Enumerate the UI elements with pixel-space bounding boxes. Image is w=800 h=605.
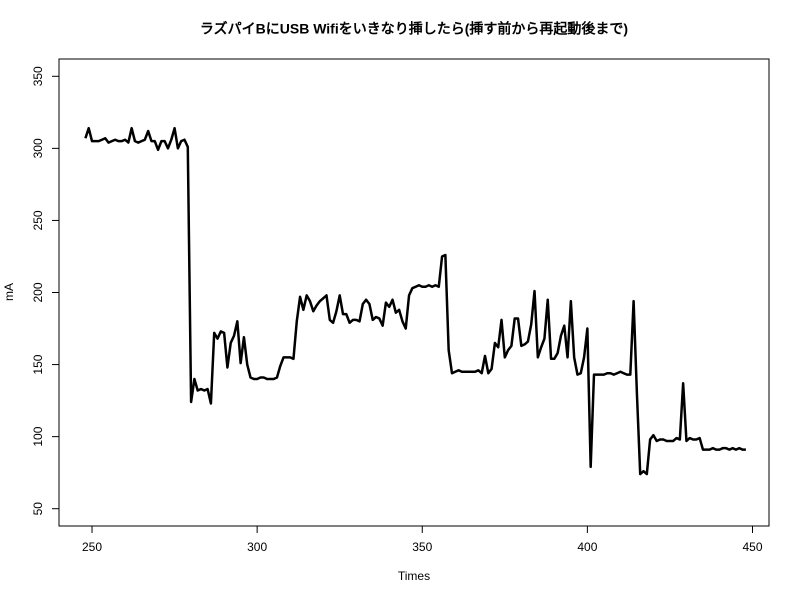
y-tick-label: 250 — [31, 210, 45, 230]
y-tick-label: 100 — [31, 426, 45, 446]
chart-title: ラズパイBにUSB Wifiをいきなり挿したら(挿す前から再起動後まで) — [200, 21, 628, 37]
plot-frame — [58, 58, 770, 527]
x-tick-label: 400 — [577, 540, 597, 554]
x-tick-label: 300 — [247, 540, 267, 554]
y-tick-label: 350 — [31, 66, 45, 86]
data-line — [84, 126, 746, 476]
y-tick-label: 300 — [31, 138, 45, 158]
x-tick-label: 450 — [742, 540, 762, 554]
y-tick-label: 150 — [31, 354, 45, 374]
x-axis-label: Times — [398, 569, 430, 583]
y-tick-label: 50 — [31, 502, 45, 516]
x-tick-label: 350 — [412, 540, 432, 554]
y-tick-label: 200 — [31, 282, 45, 302]
x-tick-label: 250 — [82, 540, 102, 554]
y-axis-label: mA — [2, 283, 16, 301]
